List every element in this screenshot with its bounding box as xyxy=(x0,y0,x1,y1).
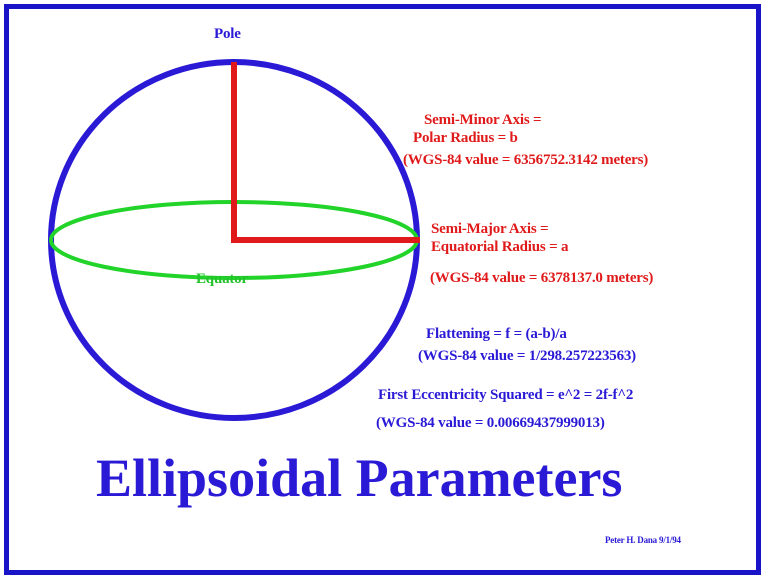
pole-label: Pole xyxy=(214,26,241,42)
polar-radius-label: Polar Radius = b xyxy=(413,130,518,146)
semi-major-value: (WGS-84 value = 6378137.0 meters) xyxy=(430,270,654,286)
diagram-frame xyxy=(4,4,761,575)
diagram-title: Ellipsoidal Parameters xyxy=(96,448,623,508)
semi-minor-axis-label: Semi-Minor Axis = xyxy=(424,112,542,128)
flattening-value: (WGS-84 value = 1/298.257223563) xyxy=(418,348,636,364)
flattening-formula: Flattening = f = (a-b)/a xyxy=(426,326,567,342)
semi-major-axis-label: Semi-Major Axis = xyxy=(431,221,549,237)
equatorial-radius-label: Equatorial Radius = a xyxy=(431,239,569,255)
author-credit: Peter H. Dana 9/1/94 xyxy=(605,535,681,545)
eccentricity-value: (WGS-84 value = 0.00669437999013) xyxy=(376,415,605,431)
equator-label: Equator xyxy=(196,271,248,287)
eccentricity-formula: First Eccentricity Squared = e^2 = 2f-f^… xyxy=(378,387,634,403)
semi-minor-value: (WGS-84 value = 6356752.3142 meters) xyxy=(403,152,649,168)
